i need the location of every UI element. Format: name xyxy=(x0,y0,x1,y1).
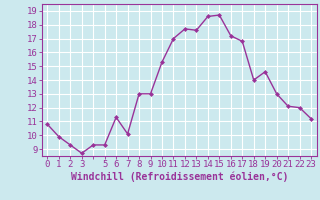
X-axis label: Windchill (Refroidissement éolien,°C): Windchill (Refroidissement éolien,°C) xyxy=(70,172,288,182)
